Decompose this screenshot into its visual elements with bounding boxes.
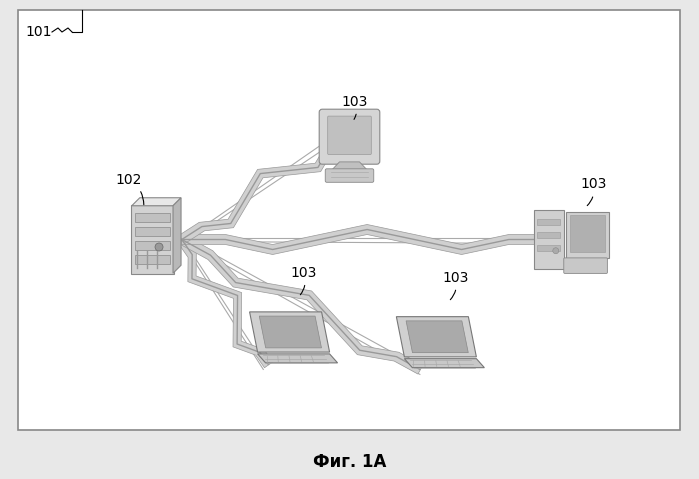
- FancyBboxPatch shape: [328, 116, 371, 155]
- Polygon shape: [132, 198, 181, 206]
- FancyBboxPatch shape: [136, 241, 170, 250]
- FancyBboxPatch shape: [564, 258, 607, 274]
- FancyBboxPatch shape: [534, 210, 564, 269]
- FancyBboxPatch shape: [136, 213, 170, 222]
- FancyBboxPatch shape: [570, 215, 605, 251]
- Polygon shape: [180, 235, 423, 374]
- Polygon shape: [404, 359, 484, 368]
- Polygon shape: [178, 237, 273, 368]
- Polygon shape: [259, 316, 322, 348]
- Polygon shape: [179, 127, 352, 244]
- Text: 103: 103: [341, 95, 368, 119]
- Polygon shape: [257, 354, 338, 363]
- FancyBboxPatch shape: [319, 109, 380, 164]
- FancyBboxPatch shape: [565, 212, 610, 258]
- Text: 103: 103: [580, 178, 606, 205]
- FancyBboxPatch shape: [325, 169, 374, 182]
- Text: 101: 101: [25, 25, 52, 39]
- FancyBboxPatch shape: [136, 255, 170, 264]
- Circle shape: [155, 243, 163, 251]
- FancyBboxPatch shape: [18, 10, 680, 430]
- Text: 103: 103: [290, 266, 317, 295]
- FancyBboxPatch shape: [131, 205, 174, 274]
- Text: 102: 102: [115, 172, 144, 205]
- FancyBboxPatch shape: [538, 219, 561, 225]
- FancyBboxPatch shape: [538, 232, 561, 239]
- Text: Фиг. 1A: Фиг. 1A: [313, 453, 386, 471]
- FancyBboxPatch shape: [538, 245, 561, 251]
- Polygon shape: [396, 317, 477, 357]
- FancyBboxPatch shape: [136, 227, 170, 236]
- Polygon shape: [406, 321, 468, 353]
- Text: 103: 103: [442, 271, 468, 300]
- Circle shape: [553, 248, 559, 254]
- Polygon shape: [250, 312, 330, 352]
- Polygon shape: [182, 225, 545, 254]
- Polygon shape: [331, 162, 368, 171]
- Polygon shape: [173, 198, 181, 273]
